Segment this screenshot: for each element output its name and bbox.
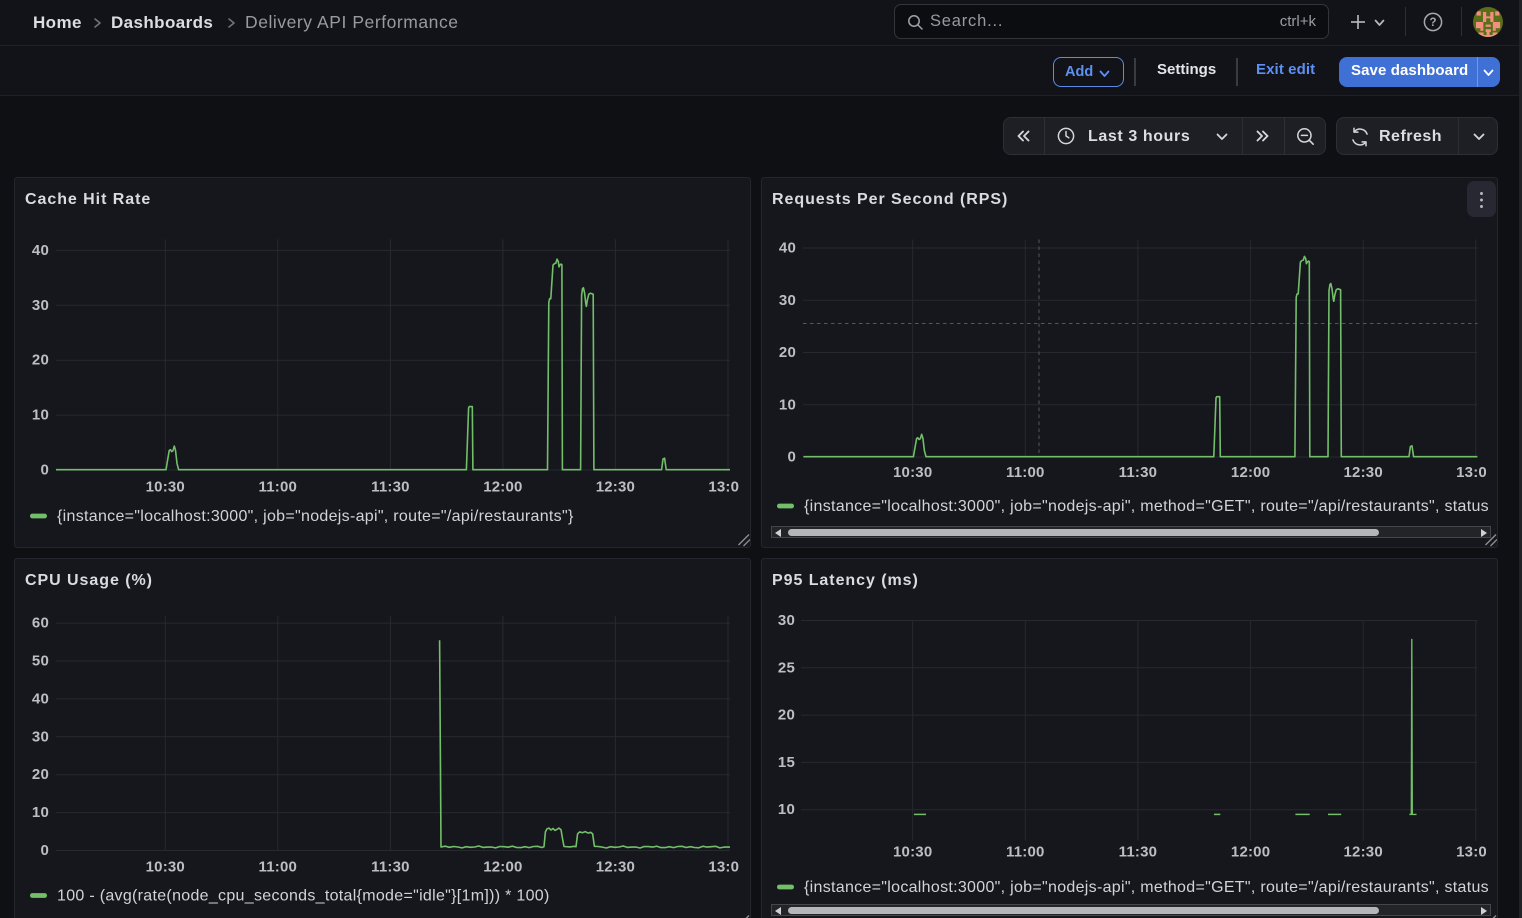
svg-text:10:30: 10:30	[893, 844, 932, 861]
svg-text:12:30: 12:30	[596, 859, 635, 876]
svg-text:13:00: 13:00	[708, 859, 747, 876]
svg-text:12:00: 12:00	[483, 479, 522, 496]
svg-text:10: 10	[778, 801, 795, 818]
svg-text:100 - (avg(rate(node_cpu_secon: 100 - (avg(rate(node_cpu_seconds_total{m…	[57, 888, 550, 905]
svg-text:12:30: 12:30	[1344, 844, 1383, 861]
svg-text:30: 30	[32, 728, 49, 745]
svg-text:?: ?	[1429, 16, 1436, 28]
svg-text:11:30: 11:30	[371, 859, 410, 876]
svg-text:40: 40	[32, 690, 49, 707]
svg-text:10:30: 10:30	[893, 464, 932, 481]
svg-text:{instance="localhost:3000", jo: {instance="localhost:3000", job="nodejs-…	[804, 879, 1489, 896]
svg-text:25: 25	[778, 659, 795, 676]
svg-text:20: 20	[778, 707, 795, 724]
svg-text:20: 20	[779, 344, 796, 361]
svg-text:60: 60	[32, 615, 49, 632]
svg-text:12:00: 12:00	[483, 859, 522, 876]
svg-text:10: 10	[32, 804, 49, 821]
svg-text:40: 40	[32, 242, 49, 259]
svg-text:12:00: 12:00	[1231, 464, 1270, 481]
svg-text:13:00: 13:00	[1456, 844, 1495, 861]
svg-text:11:30: 11:30	[1119, 844, 1158, 861]
svg-text:11:00: 11:00	[259, 479, 298, 496]
svg-text:50: 50	[32, 653, 49, 670]
svg-text:12:00: 12:00	[1231, 844, 1270, 861]
svg-text:0: 0	[40, 842, 49, 859]
svg-text:30: 30	[778, 612, 795, 629]
svg-text:13:00: 13:00	[1456, 464, 1495, 481]
svg-text:11:00: 11:00	[259, 859, 298, 876]
svg-text:10:30: 10:30	[146, 859, 185, 876]
svg-text:11:30: 11:30	[371, 479, 410, 496]
svg-text:12:30: 12:30	[1344, 464, 1383, 481]
svg-text:{instance="localhost:3000", jo: {instance="localhost:3000", job="nodejs-…	[57, 508, 574, 525]
svg-text:20: 20	[32, 352, 49, 369]
svg-text:11:00: 11:00	[1006, 844, 1045, 861]
svg-text:15: 15	[778, 754, 795, 771]
svg-text:13:00: 13:00	[708, 479, 747, 496]
svg-text:11:00: 11:00	[1006, 464, 1045, 481]
svg-text:10: 10	[32, 407, 49, 424]
svg-text:10:30: 10:30	[146, 479, 185, 496]
svg-text:0: 0	[40, 462, 49, 479]
svg-text:10: 10	[779, 396, 796, 413]
svg-text:30: 30	[779, 292, 796, 309]
svg-text:40: 40	[779, 240, 796, 257]
svg-text:{instance="localhost:3000", jo: {instance="localhost:3000", job="nodejs-…	[804, 498, 1489, 515]
svg-text:20: 20	[32, 766, 49, 783]
svg-text:11:30: 11:30	[1119, 464, 1158, 481]
svg-text:30: 30	[32, 297, 49, 314]
svg-text:0: 0	[787, 449, 796, 466]
svg-text:12:30: 12:30	[596, 479, 635, 496]
